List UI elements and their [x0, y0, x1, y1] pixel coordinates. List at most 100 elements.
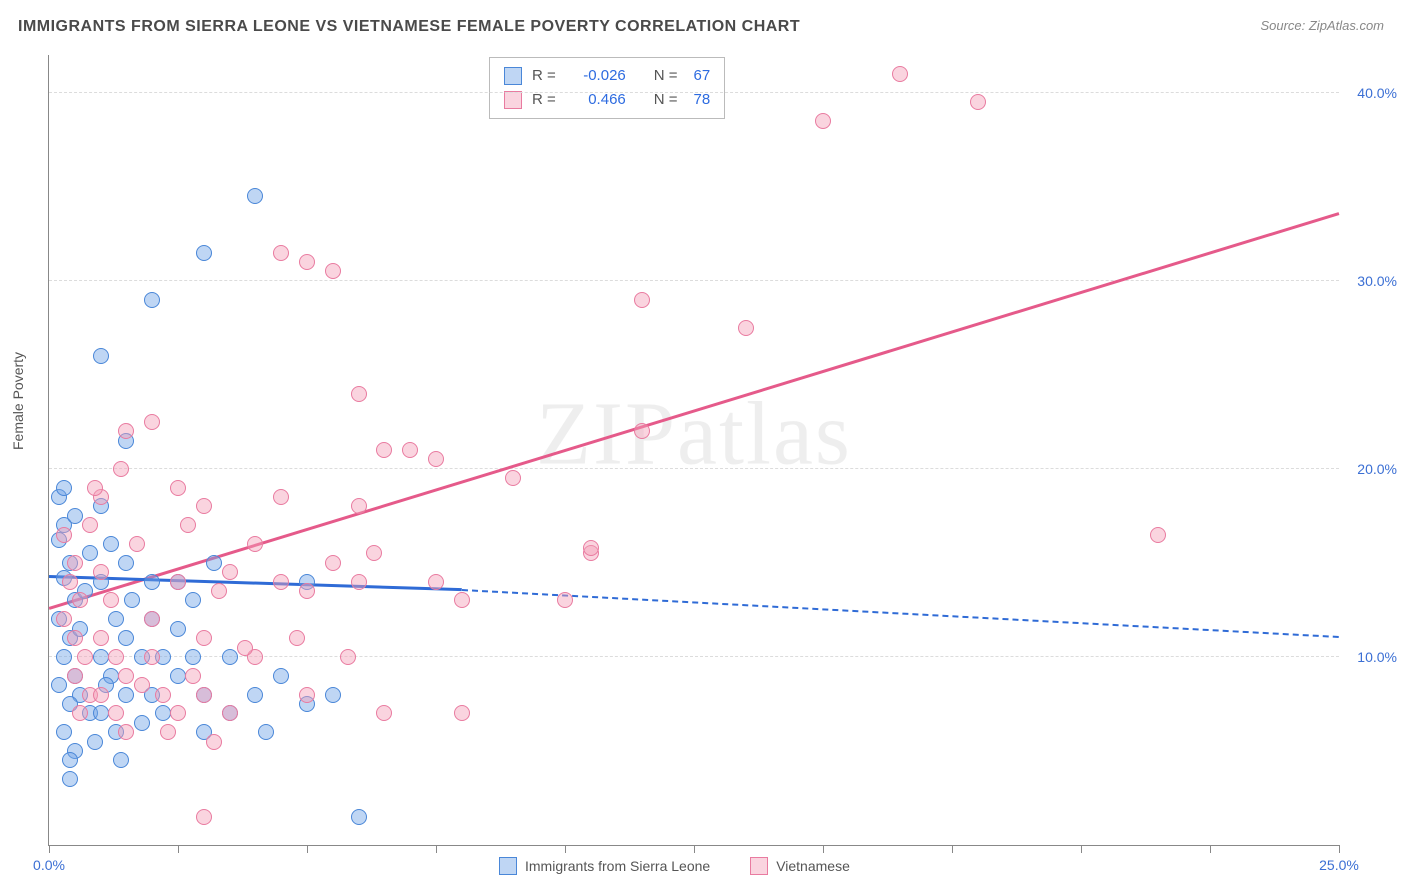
data-point [56, 611, 72, 627]
legend-item-pink: Vietnamese [750, 857, 850, 875]
data-point [273, 245, 289, 261]
swatch-pink-icon [750, 857, 768, 875]
y-axis-label: Female Poverty [10, 352, 26, 450]
data-point [340, 649, 356, 665]
data-point [108, 649, 124, 665]
swatch-pink-icon [504, 91, 522, 109]
r-label: R = [532, 64, 556, 88]
data-point [108, 611, 124, 627]
ytick-label: 10.0% [1357, 649, 1397, 665]
data-point [56, 724, 72, 740]
data-point [93, 649, 109, 665]
data-point [170, 705, 186, 721]
data-point [325, 687, 341, 703]
gridline [49, 280, 1339, 281]
data-point [129, 536, 145, 552]
data-point [299, 583, 315, 599]
series-legend: Immigrants from Sierra Leone Vietnamese [499, 857, 850, 875]
data-point [56, 527, 72, 543]
data-point [351, 574, 367, 590]
data-point [247, 536, 263, 552]
correlation-legend: R = -0.026 N = 67 R = 0.466 N = 78 [489, 57, 725, 119]
data-point [77, 649, 93, 665]
xtick [307, 845, 308, 853]
legend-label-blue: Immigrants from Sierra Leone [525, 858, 710, 874]
data-point [144, 414, 160, 430]
data-point [155, 687, 171, 703]
data-point [376, 442, 392, 458]
data-point [325, 555, 341, 571]
data-point [258, 724, 274, 740]
source-attribution: Source: ZipAtlas.com [1260, 18, 1384, 33]
swatch-blue-icon [504, 67, 522, 85]
data-point [72, 592, 88, 608]
xtick [952, 845, 953, 853]
data-point [160, 724, 176, 740]
data-point [113, 752, 129, 768]
xtick [694, 845, 695, 853]
data-point [56, 649, 72, 665]
xtick [1210, 845, 1211, 853]
data-point [56, 480, 72, 496]
legend-label-pink: Vietnamese [776, 858, 850, 874]
data-point [376, 705, 392, 721]
data-point [62, 574, 78, 590]
data-point [124, 592, 140, 608]
data-point [325, 263, 341, 279]
xtick [178, 845, 179, 853]
data-point [170, 574, 186, 590]
data-point [82, 545, 98, 561]
data-point [170, 621, 186, 637]
data-point [134, 677, 150, 693]
data-point [67, 555, 83, 571]
data-point [118, 724, 134, 740]
data-point [299, 254, 315, 270]
data-point [299, 687, 315, 703]
gridline [49, 468, 1339, 469]
xtick [436, 845, 437, 853]
data-point [206, 555, 222, 571]
data-point [180, 517, 196, 533]
data-point [273, 668, 289, 684]
ytick-label: 20.0% [1357, 461, 1397, 477]
data-point [634, 292, 650, 308]
data-point [155, 705, 171, 721]
data-point [67, 630, 83, 646]
data-point [247, 687, 263, 703]
data-point [118, 668, 134, 684]
data-point [87, 734, 103, 750]
ytick-label: 30.0% [1357, 273, 1397, 289]
data-point [144, 611, 160, 627]
chart-title: IMMIGRANTS FROM SIERRA LEONE VS VIETNAME… [18, 18, 800, 36]
data-point [196, 245, 212, 261]
data-point [402, 442, 418, 458]
data-point [196, 809, 212, 825]
n-label: N = [654, 64, 678, 88]
data-point [103, 592, 119, 608]
n-value-blue: 67 [694, 64, 711, 88]
gridline [49, 656, 1339, 657]
xtick [565, 845, 566, 853]
data-point [351, 498, 367, 514]
data-point [196, 630, 212, 646]
data-point [170, 668, 186, 684]
data-point [93, 348, 109, 364]
r-value-blue: -0.026 [566, 64, 626, 88]
data-point [273, 574, 289, 590]
data-point [144, 649, 160, 665]
xtick-label: 0.0% [33, 857, 65, 873]
data-point [82, 517, 98, 533]
data-point [892, 66, 908, 82]
xtick [1339, 845, 1340, 853]
ytick-label: 40.0% [1357, 85, 1397, 101]
data-point [170, 480, 186, 496]
data-point [366, 545, 382, 561]
data-point [237, 640, 253, 656]
xtick-label: 25.0% [1319, 857, 1359, 873]
data-point [62, 752, 78, 768]
data-point [351, 809, 367, 825]
data-point [454, 592, 470, 608]
data-point [62, 771, 78, 787]
data-point [273, 489, 289, 505]
data-point [118, 555, 134, 571]
